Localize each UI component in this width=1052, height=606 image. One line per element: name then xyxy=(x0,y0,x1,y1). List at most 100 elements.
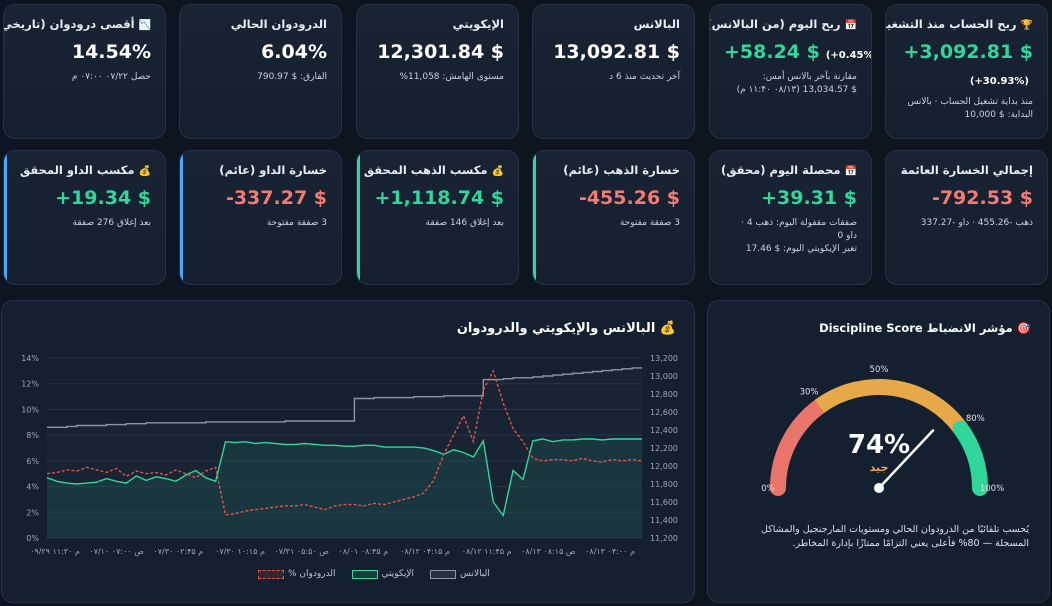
x-tick-label: ۰۹/۲۹ ۱۱:۳۰ م xyxy=(30,547,80,556)
card-subtext: مستوى الهامش: 11,058% xyxy=(399,72,504,82)
legend-balance[interactable]: البالانس xyxy=(430,569,490,579)
x-tick-label: ۰۷/۳۰ ۰۲:۴۵ م xyxy=(153,547,203,556)
x-tick-label: ۰۸/۱۲ ۰۴:۱۵ م xyxy=(400,547,450,556)
card-lifetime-profit: 🏆ربح الحساب منذ التشغيل +3,092.81 $ (+30.9… xyxy=(885,4,1048,139)
gauge-tick-label: 50% xyxy=(870,365,889,375)
series-line-balance xyxy=(47,367,642,428)
discipline-score-panel: 🎯 مؤشر الانضباط Discipline Score 0% 30% 50… xyxy=(707,300,1050,603)
card-subtext: آخر تحديث منذ 6 د xyxy=(609,72,680,82)
card-dow-realized: 💰مكسب الداو المحقق +19.34 $ بعد إغلاق 276 … xyxy=(3,150,166,285)
card-title: الإيكويتي xyxy=(452,17,504,31)
card-title: 📅ربح اليوم (من البالانس) xyxy=(709,17,857,31)
card-value: 6.04% xyxy=(261,41,327,63)
y-right-tick-label: 11,200 xyxy=(650,534,678,543)
x-tick-label: ۰۸/۱۳ ۰۸:۱۵ ص xyxy=(521,547,576,556)
card-title: خسارة الذهب (عائم) xyxy=(563,163,680,177)
balance-equity-drawdown-chart: 0% 2% 4% 6% 8% 10% 12% 14% 11,200 11,400 11,600 11,… xyxy=(21,354,678,556)
card-subtext: صفقات مقفولة اليوم: ذهب 4 · xyxy=(741,218,857,228)
card-gold-floating-loss: خسارة الذهب (عائم) -455.26 $ 3 صفقة مفتوحة xyxy=(532,150,695,285)
card-subtext: الفارق: $ 790.97 xyxy=(257,72,327,82)
gauge-zone-arc xyxy=(952,420,988,496)
card-subtext: بعد إغلاق 146 صفقة xyxy=(425,218,504,228)
card-today-realized: 📅محصلة اليوم (محقق) +39.31 $ صفقات مقفولة … xyxy=(709,150,872,285)
card-total-floating-loss: إجمالي الخسارة العائمة -792.53 $ ذهب -455.… xyxy=(885,150,1048,285)
card-title: 🏆ربح الحساب منذ التشغيل xyxy=(885,17,1033,31)
card-emoji-icon: 💰 xyxy=(138,166,151,177)
balance-area xyxy=(47,367,642,538)
card-emoji-icon: 📅 xyxy=(844,20,857,31)
legend-equity[interactable]: الإيكويتي xyxy=(351,569,414,579)
card-emoji-icon: 📉 xyxy=(138,20,151,31)
gauge-tick-label: 100% xyxy=(980,484,1004,494)
gauge-zone-arc xyxy=(770,398,828,496)
x-tick-label: ۰۷/۱۰ ۰۷:۰۰ ص xyxy=(89,547,144,556)
card-subtext: 3 صفقة مفتوحة xyxy=(619,218,680,228)
card-percent: (+30.93%) xyxy=(969,76,1029,87)
card-value: -792.53 $ xyxy=(931,187,1033,209)
card-subtext: داو 0 xyxy=(837,231,857,241)
gauge-tick-label: 0% xyxy=(761,484,775,494)
card-value: -337.27 $ xyxy=(225,187,327,209)
gauge-score-value: 74% xyxy=(848,430,910,460)
card-equity: الإيكويتي 12,301.84 $ مستوى الهامش: 11,058… xyxy=(356,4,519,139)
y-right-tick-label: 12,200 xyxy=(650,444,678,453)
legend-drawdown[interactable]: الدرودوان % xyxy=(258,569,336,579)
card-balance: البالانس 13,092.81 $ آخر تحديث منذ 6 د xyxy=(532,4,695,139)
card-value: +39.31 $ xyxy=(761,187,857,209)
card-subtext: $ 13,034.57 (۰۸/۱۳ ۱۱:۴۰ م) xyxy=(736,85,857,95)
card-emoji-icon: 🏆 xyxy=(1020,20,1033,31)
card-subtext: 3 صفقة مفتوحة xyxy=(266,218,327,228)
card-subtext: البداية: $ 10,000 xyxy=(964,110,1034,120)
card-emoji-icon: 💰 xyxy=(491,166,504,177)
legend-equity-swatch xyxy=(351,569,378,579)
discipline-note: يُحسب تلقائيًا من الدرودوان الحالي ومستو… xyxy=(761,524,1029,549)
y-left-tick-label: 8% xyxy=(26,431,39,440)
y-left-tick-label: 10% xyxy=(21,405,39,414)
card-value: -455.26 $ xyxy=(578,187,680,209)
y-right-tick-label: 12,400 xyxy=(650,426,678,435)
gauge-tick-label: 80% xyxy=(966,414,985,424)
discipline-gauge: 0% 30% 50% 80% 100% 74%جيد xyxy=(761,365,1004,496)
card-max-drawdown: 📉أقصى درودوان (تاريخي) 14.54% حصل ۰۷/۲۲ ۰۷… xyxy=(3,4,166,139)
gauge-rating: جيد xyxy=(870,461,889,474)
card-title: 📉أقصى درودوان (تاريخي) xyxy=(3,17,151,31)
y-right-tick-label: 13,000 xyxy=(650,372,678,381)
card-today-profit: 📅ربح اليوم (من البالانس) +58.24 $(+0.45%)… xyxy=(709,4,872,139)
chart-panel: 💰 البالانس والإيكويتي والدرودوان 0% 2% 4% 6… xyxy=(1,300,695,603)
money-bag-icon: 💰 xyxy=(659,321,676,336)
card-title: 💰مكسب الذهب المحقق xyxy=(363,163,504,177)
card-subtext: مقارنة بآخر بالانس أمس: xyxy=(762,72,857,82)
y-right-tick-label: 11,800 xyxy=(650,480,678,489)
legend-drawdown-swatch xyxy=(258,569,284,579)
y-right-tick-label: 12,000 xyxy=(650,462,678,471)
card-title: 📅محصلة اليوم (محقق) xyxy=(720,163,857,177)
card-title: خسارة الداو (عائم) xyxy=(219,163,327,177)
y-left-tick-label: 4% xyxy=(26,483,39,492)
y-right-tick-label: 11,400 xyxy=(650,516,678,525)
y-left-tick-label: 6% xyxy=(26,457,39,466)
chart-legend: البالانس الإيكويتي الدرودوان % xyxy=(258,569,490,579)
card-title: الدرودوان الحالي xyxy=(230,17,327,31)
gauge-zone-arc xyxy=(814,379,968,434)
gauge-needle-hub xyxy=(874,483,884,493)
x-tick-label: ۰۷/۳۰ ۱۰:۱۵ م xyxy=(215,547,265,556)
y-left-tick-label: 14% xyxy=(21,354,39,363)
card-value: 12,301.84 $ xyxy=(377,41,504,63)
card-current-drawdown: الدرودوان الحالي 6.04% الفارق: $ 790.97 xyxy=(179,4,342,139)
card-percent: (+0.45%) xyxy=(825,50,871,61)
card-value: +58.24 $(+0.45%) xyxy=(724,41,871,63)
card-subtext: حصل ۰۷/۲۲ ۰۷:۰۰ م xyxy=(71,72,151,82)
equity-area xyxy=(47,439,642,538)
card-title: البالانس xyxy=(633,17,680,31)
x-tick-label: ۰۸/۰۱ ۰۸:۴۵ م xyxy=(338,547,388,556)
card-value: +19.34 $ xyxy=(55,187,151,209)
chart-title: 💰 البالانس والإيكويتي والدرودوان xyxy=(456,321,676,336)
card-title: 💰مكسب الداو المحقق xyxy=(19,163,151,177)
target-icon: 🎯 xyxy=(1016,321,1031,335)
discipline-title: 🎯 مؤشر الانضباط Discipline Score xyxy=(819,321,1031,335)
card-subtext: منذ بداية تشغيل الحساب · بالانس xyxy=(907,97,1033,107)
legend-balance-swatch xyxy=(430,569,457,579)
card-title: إجمالي الخسارة العائمة xyxy=(900,163,1033,177)
card-emoji-icon: 📅 xyxy=(844,166,857,177)
gauge-tick-label: 30% xyxy=(800,388,819,398)
